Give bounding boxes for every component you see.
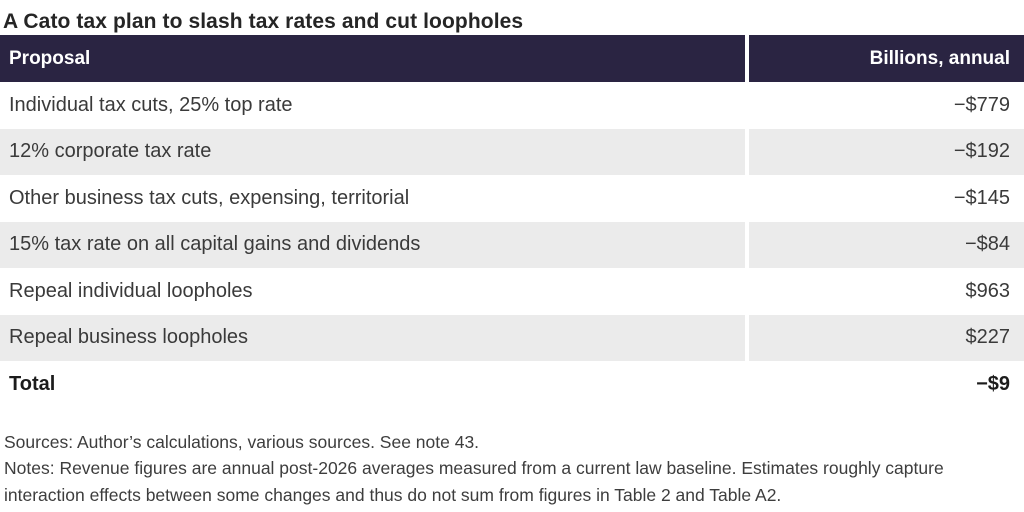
column-divider <box>745 221 749 268</box>
column-divider <box>745 35 749 82</box>
table-header-row: Proposal Billions, annual <box>0 35 1024 82</box>
column-divider <box>745 82 749 129</box>
tax-plan-table: Proposal Billions, annual Individual tax… <box>0 35 1024 408</box>
row-value: −$192 <box>749 128 1024 175</box>
table-row: 12% corporate tax rate −$192 <box>0 128 1024 175</box>
table-row: 15% tax rate on all capital gains and di… <box>0 221 1024 268</box>
column-divider <box>745 128 749 175</box>
table-title: A Cato tax plan to slash tax rates and c… <box>3 10 524 33</box>
table-row: Other business tax cuts, expensing, terr… <box>0 175 1024 222</box>
column-divider <box>745 361 749 408</box>
row-value: −$779 <box>749 82 1024 129</box>
column-divider <box>745 314 749 361</box>
table-total-row: Total −$9 <box>0 361 1024 408</box>
table-row: Repeal individual loopholes $963 <box>0 268 1024 315</box>
header-cell-billions-annual: Billions, annual <box>749 35 1024 82</box>
row-value: $963 <box>749 268 1024 315</box>
total-value: −$9 <box>749 361 1024 408</box>
sources-note: Sources: Author’s calculations, various … <box>4 431 480 452</box>
row-label: 12% corporate tax rate <box>0 128 745 175</box>
row-label: Other business tax cuts, expensing, terr… <box>0 175 745 222</box>
row-label: Individual tax cuts, 25% top rate <box>0 82 745 129</box>
table-footer: Sources: Author’s calculations, various … <box>0 429 1024 509</box>
total-label: Total <box>0 361 745 408</box>
row-value: $227 <box>749 314 1024 361</box>
row-label: Repeal business loopholes <box>0 314 745 361</box>
header-cell-proposal: Proposal <box>0 35 745 82</box>
row-label: Repeal individual loopholes <box>0 268 745 315</box>
table-row: Repeal business loopholes $227 <box>0 314 1024 361</box>
row-value: −$84 <box>749 221 1024 268</box>
row-label: 15% tax rate on all capital gains and di… <box>0 221 745 268</box>
table-row: Individual tax cuts, 25% top rate −$779 <box>0 82 1024 129</box>
column-divider <box>745 175 749 222</box>
notes-text: Notes: Revenue figures are annual post-2… <box>4 458 944 505</box>
row-value: −$145 <box>749 175 1024 222</box>
column-divider <box>745 268 749 315</box>
